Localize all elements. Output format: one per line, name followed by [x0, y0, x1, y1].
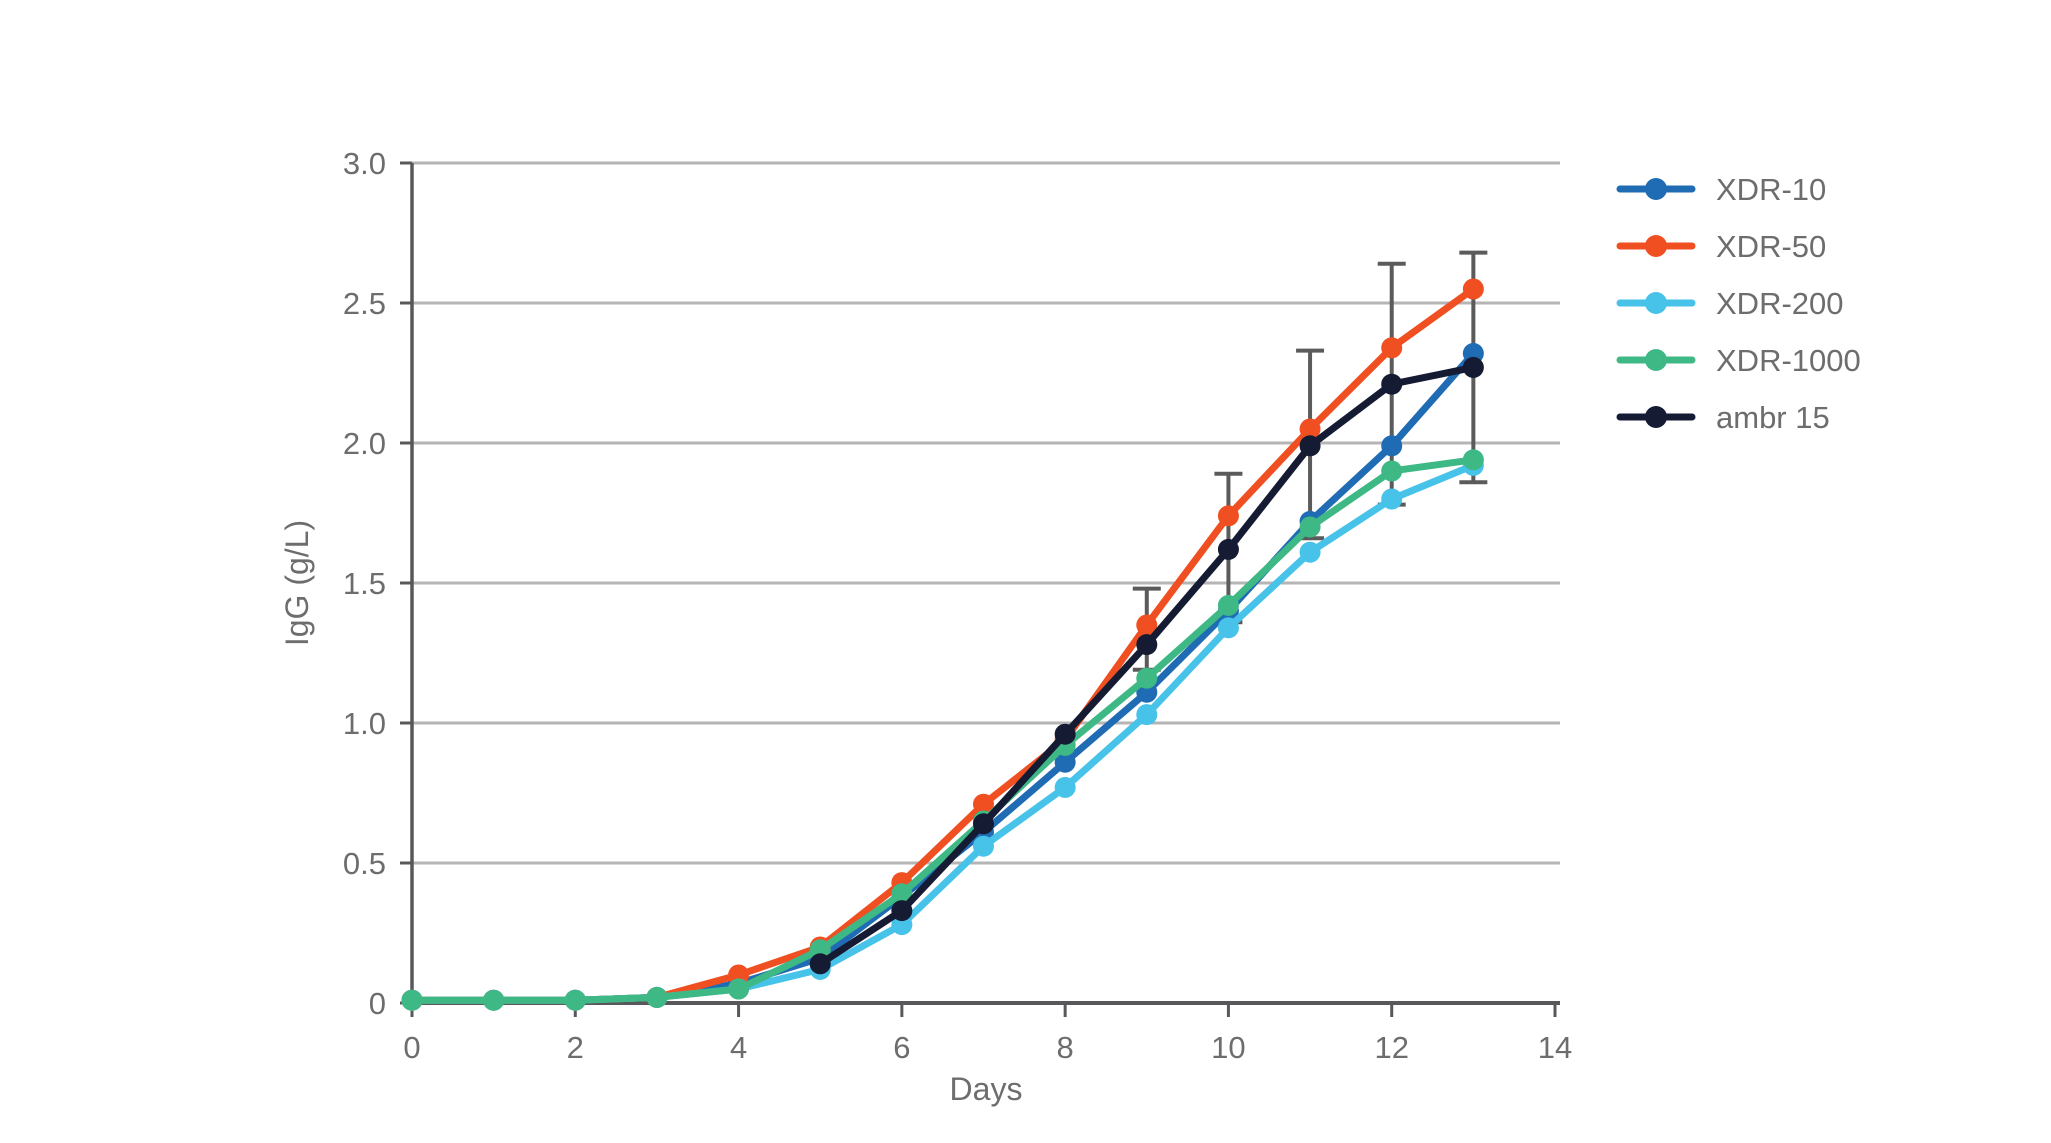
data-point	[1217, 505, 1239, 527]
data-point	[1299, 516, 1321, 538]
y-tick-label: 1.0	[343, 706, 386, 741]
data-point	[973, 835, 994, 857]
data-point	[809, 953, 831, 975]
data-point	[1462, 278, 1484, 300]
data-point	[1381, 488, 1403, 510]
data-point	[1217, 594, 1239, 616]
x-axis-title: Days	[950, 1071, 1023, 1107]
y-tick-label: 0	[369, 986, 386, 1021]
data-point	[1054, 723, 1076, 745]
legend-label: ambr 15	[1716, 400, 1830, 435]
data-point	[564, 989, 586, 1011]
data-point	[1136, 634, 1158, 656]
legend-label: XDR-1000	[1716, 343, 1861, 378]
y-tick-label: 3.0	[343, 146, 386, 181]
data-point	[401, 989, 423, 1011]
legend-item-xdr-10: XDR-10	[1616, 172, 1826, 207]
data-point	[973, 813, 994, 835]
legend-marker-dot	[1645, 178, 1667, 200]
data-point	[1054, 776, 1076, 798]
data-point	[1381, 373, 1403, 395]
data-point	[1381, 460, 1403, 482]
data-point	[1299, 435, 1321, 457]
series-line	[408, 285, 1477, 1004]
data-point	[728, 978, 750, 1000]
data-point	[1462, 356, 1484, 378]
data-point	[1054, 751, 1076, 773]
legend-item-ambr-15: ambr 15	[1616, 400, 1830, 435]
data-point	[1462, 449, 1484, 471]
data-point	[1299, 418, 1321, 440]
legend-label: XDR-50	[1716, 229, 1826, 264]
legend: XDR-10 XDR-50 XDR-200 XDR-1000 ambr 15	[1616, 172, 1861, 435]
axis-ticks: 0 0.5 1.0 1.5 2.0 2.5 3.0 0 2 4 6 8 10 12 14	[343, 146, 1572, 1065]
series-line	[408, 456, 1477, 1004]
x-tick-label: 12	[1374, 1030, 1408, 1065]
y-tick-label: 0.5	[343, 846, 386, 881]
data-point	[1217, 617, 1239, 639]
data-point	[1136, 614, 1158, 636]
x-tick-label: 0	[403, 1030, 420, 1065]
legend-marker-dot	[1645, 235, 1667, 257]
y-axis-title: IgG (g/L)	[279, 520, 315, 646]
data-point	[973, 793, 994, 815]
x-tick-label: 4	[730, 1030, 747, 1065]
series-ambr-15	[809, 356, 1484, 975]
legend-marker-dot	[1645, 292, 1667, 314]
legend-item-xdr-200: XDR-200	[1616, 286, 1844, 321]
data-point	[891, 900, 913, 922]
legend-label: XDR-10	[1716, 172, 1826, 207]
legend-label: XDR-200	[1716, 286, 1844, 321]
data-point	[1381, 435, 1403, 457]
data-point	[483, 989, 505, 1011]
x-tick-label: 8	[1057, 1030, 1074, 1065]
legend-marker-dot	[1645, 406, 1667, 428]
x-tick-label: 10	[1211, 1030, 1245, 1065]
legend-marker-dot	[1645, 349, 1667, 371]
x-tick-label: 2	[567, 1030, 584, 1065]
data-point	[1381, 337, 1403, 359]
y-tick-label: 1.5	[343, 566, 386, 601]
x-tick-label: 14	[1538, 1030, 1572, 1065]
data-point	[1136, 704, 1158, 726]
y-tick-label: 2.0	[343, 426, 386, 461]
gridlines	[412, 161, 1560, 865]
data-point	[1299, 541, 1321, 563]
data-point	[1136, 667, 1158, 689]
data-point	[1217, 538, 1239, 560]
x-tick-label: 6	[893, 1030, 910, 1065]
legend-item-xdr-50: XDR-50	[1616, 229, 1826, 264]
data-point	[646, 986, 668, 1008]
series-xdr-50	[401, 278, 1484, 1011]
series-xdr-1000	[401, 449, 1484, 1011]
legend-item-xdr-1000: XDR-1000	[1616, 343, 1861, 378]
data-point	[891, 883, 913, 905]
y-tick-label: 2.5	[343, 286, 386, 321]
